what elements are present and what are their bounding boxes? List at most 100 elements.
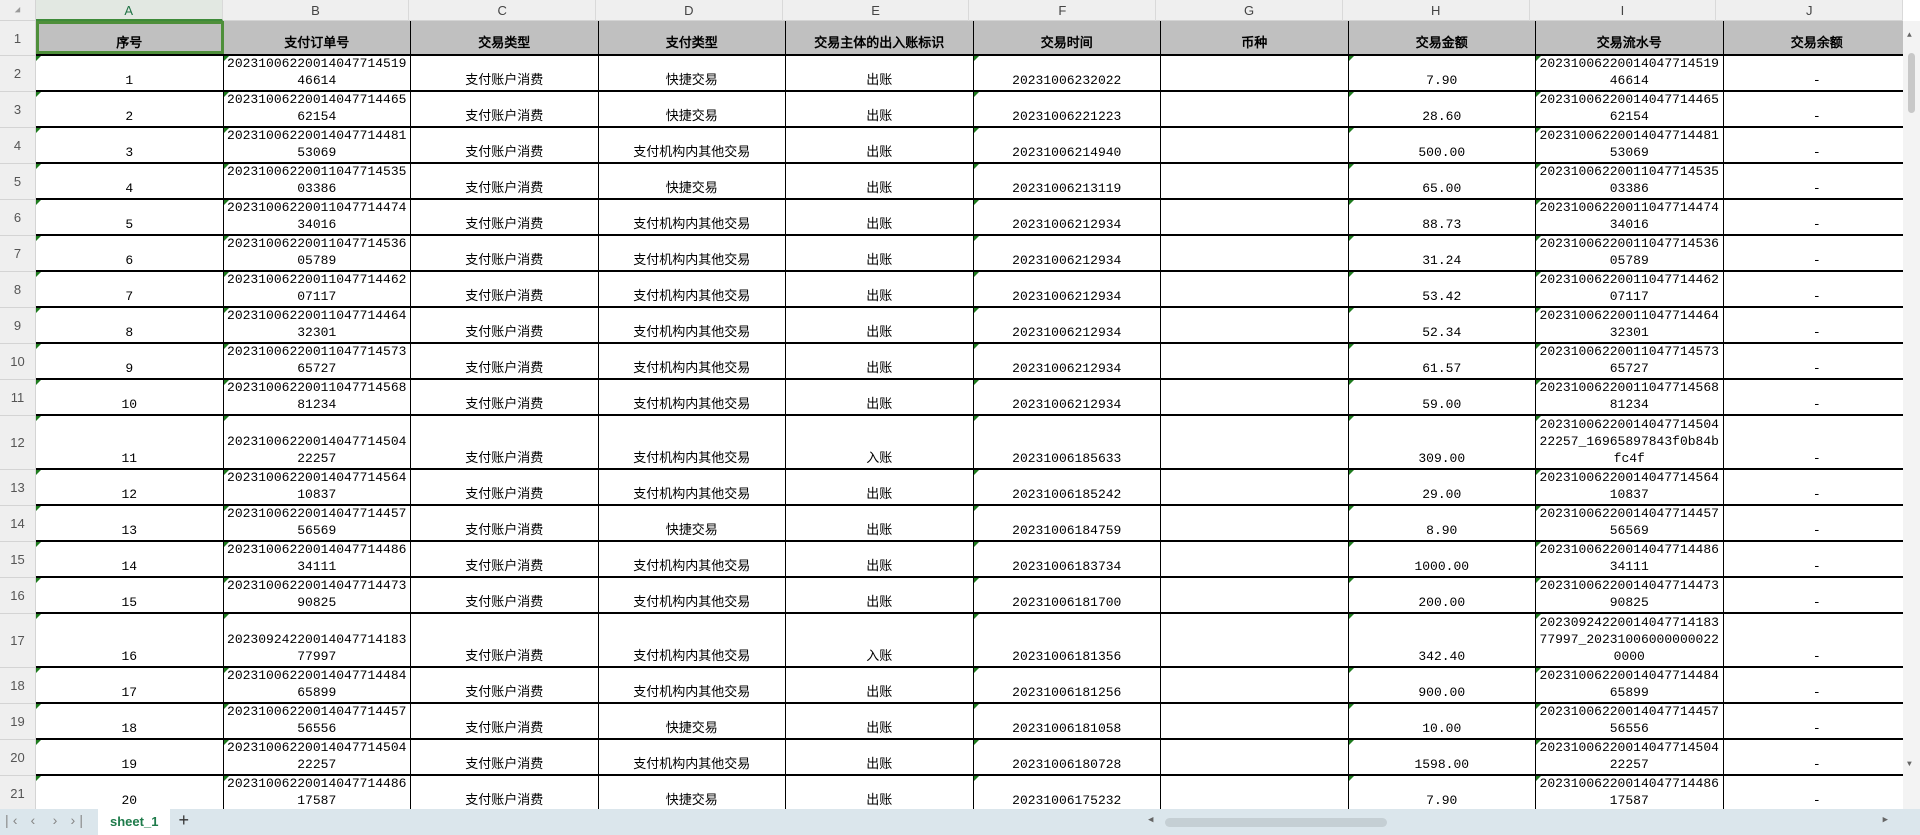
add-sheet-button[interactable]: + bbox=[178, 812, 190, 832]
cell-E[interactable]: 出账 bbox=[786, 704, 974, 738]
cell-G[interactable] bbox=[1161, 308, 1349, 342]
cell-G[interactable] bbox=[1161, 128, 1349, 162]
cell-C[interactable]: 支付账户消费 bbox=[411, 506, 599, 540]
cell-G[interactable] bbox=[1161, 236, 1349, 270]
cell-H[interactable]: 342.40 bbox=[1348, 614, 1536, 666]
cell-C[interactable]: 支付账户消费 bbox=[411, 344, 599, 378]
cell-E[interactable]: 出账 bbox=[786, 776, 974, 809]
row-header[interactable]: 7 bbox=[0, 236, 36, 272]
cell-B[interactable]: 2023100622001104771446432301 bbox=[223, 308, 411, 342]
cell-D[interactable]: 支付机构内其他交易 bbox=[599, 416, 786, 468]
cell-F[interactable]: 20231006181256 bbox=[973, 668, 1161, 702]
cell-B[interactable]: 2023100622001104771456881234 bbox=[223, 380, 411, 414]
cell-G[interactable] bbox=[1161, 92, 1349, 126]
first-sheet-icon[interactable]: |‹ bbox=[2, 814, 20, 830]
row-header[interactable]: 5 bbox=[0, 164, 36, 200]
cell-B[interactable]: 2023100622001104771453503386 bbox=[223, 164, 411, 198]
cell-J[interactable]: - bbox=[1724, 470, 1904, 504]
cell-C[interactable]: 支付账户消费 bbox=[411, 236, 599, 270]
cell-B[interactable]: 2023100622001104771447434016 bbox=[223, 200, 411, 234]
cell-C[interactable]: 支付账户消费 bbox=[411, 272, 599, 306]
select-all-corner[interactable]: ◢ bbox=[0, 0, 36, 21]
cell-G[interactable] bbox=[1161, 776, 1349, 809]
header-cell[interactable]: 交易时间 bbox=[973, 21, 1161, 54]
cell-A[interactable]: 12 bbox=[36, 470, 224, 504]
cell-I[interactable]: 2023100622001104771446207117 bbox=[1536, 272, 1724, 306]
cell-A[interactable]: 13 bbox=[36, 506, 224, 540]
cell-D[interactable]: 支付机构内其他交易 bbox=[599, 344, 786, 378]
cell-B[interactable]: 2023100622001404771448634111 bbox=[223, 542, 411, 576]
cell-B[interactable]: 2023100622001404771448617587 bbox=[223, 776, 411, 809]
cell-J[interactable]: - bbox=[1724, 776, 1904, 809]
cell-F[interactable]: 20231006221223 bbox=[973, 92, 1161, 126]
header-cell[interactable]: 交易金额 bbox=[1348, 21, 1536, 54]
cell-E[interactable]: 出账 bbox=[786, 344, 974, 378]
cell-A[interactable]: 20 bbox=[36, 776, 224, 809]
cell-J[interactable]: - bbox=[1724, 92, 1904, 126]
cell-I[interactable]: 2023100622001404771447390825 bbox=[1536, 578, 1724, 612]
cell-H[interactable]: 200.00 bbox=[1348, 578, 1536, 612]
cell-G[interactable] bbox=[1161, 668, 1349, 702]
cell-G[interactable] bbox=[1161, 470, 1349, 504]
prev-sheet-icon[interactable]: ‹ bbox=[28, 814, 38, 830]
sheet-tab[interactable]: sheet_1 bbox=[98, 809, 171, 835]
cell-J[interactable]: - bbox=[1724, 704, 1904, 738]
row-header[interactable]: 15 bbox=[0, 542, 36, 578]
cell-C[interactable]: 支付账户消费 bbox=[411, 668, 599, 702]
cell-D[interactable]: 快捷交易 bbox=[599, 56, 786, 90]
cell-I[interactable]: 2023100622001104771453503386 bbox=[1536, 164, 1724, 198]
column-header-B[interactable]: B bbox=[223, 0, 410, 21]
row-header[interactable]: 18 bbox=[0, 668, 36, 704]
cell-G[interactable] bbox=[1161, 56, 1349, 90]
cell-D[interactable]: 支付机构内其他交易 bbox=[599, 308, 786, 342]
cell-F[interactable]: 20231006212934 bbox=[973, 380, 1161, 414]
cell-C[interactable]: 支付账户消费 bbox=[411, 56, 599, 90]
cell-C[interactable]: 支付账户消费 bbox=[411, 542, 599, 576]
cell-C[interactable]: 支付账户消费 bbox=[411, 704, 599, 738]
cell-J[interactable]: - bbox=[1724, 272, 1904, 306]
cell-F[interactable]: 20231006185633 bbox=[973, 416, 1161, 468]
scroll-down-icon[interactable]: ▼ bbox=[1907, 760, 1912, 769]
cell-F[interactable]: 20231006181356 bbox=[973, 614, 1161, 666]
cell-J[interactable]: - bbox=[1724, 56, 1904, 90]
cell-D[interactable]: 快捷交易 bbox=[599, 704, 786, 738]
cell-D[interactable]: 支付机构内其他交易 bbox=[599, 200, 786, 234]
cell-F[interactable]: 20231006181700 bbox=[973, 578, 1161, 612]
cell-H[interactable]: 1598.00 bbox=[1348, 740, 1536, 774]
cell-B[interactable]: 2023100622001404771448465899 bbox=[223, 668, 411, 702]
scroll-right-icon[interactable]: ▶ bbox=[1882, 815, 1888, 825]
cell-I[interactable]: 2023100622001404771451946614 bbox=[1536, 56, 1724, 90]
cell-E[interactable]: 出账 bbox=[786, 56, 974, 90]
vertical-scroll-thumb[interactable] bbox=[1908, 53, 1915, 113]
cell-G[interactable] bbox=[1161, 380, 1349, 414]
cell-C[interactable]: 支付账户消费 bbox=[411, 776, 599, 809]
cell-H[interactable]: 61.57 bbox=[1348, 344, 1536, 378]
cell-B[interactable]: 2023100622001404771451946614 bbox=[223, 56, 411, 90]
cell-J[interactable]: - bbox=[1724, 128, 1904, 162]
cell-F[interactable]: 20231006184759 bbox=[973, 506, 1161, 540]
cell-I[interactable]: 2023100622001404771448153069 bbox=[1536, 128, 1724, 162]
cell-I[interactable]: 2023100622001404771445756569 bbox=[1536, 506, 1724, 540]
row-header[interactable]: 20 bbox=[0, 740, 36, 776]
row-header[interactable]: 12 bbox=[0, 416, 36, 470]
cell-D[interactable]: 支付机构内其他交易 bbox=[599, 578, 786, 612]
cell-J[interactable]: - bbox=[1724, 614, 1904, 666]
cell-C[interactable]: 支付账户消费 bbox=[411, 92, 599, 126]
cell-F[interactable]: 20231006212934 bbox=[973, 272, 1161, 306]
cell-A[interactable]: 11 bbox=[36, 416, 224, 468]
column-header-E[interactable]: E bbox=[783, 0, 970, 21]
cell-H[interactable]: 88.73 bbox=[1348, 200, 1536, 234]
cell-J[interactable]: - bbox=[1724, 380, 1904, 414]
cell-B[interactable]: 2023100622001404771446562154 bbox=[223, 92, 411, 126]
next-sheet-icon[interactable]: › bbox=[50, 814, 60, 830]
cell-E[interactable]: 出账 bbox=[786, 740, 974, 774]
column-header-I[interactable]: I bbox=[1530, 0, 1717, 21]
cell-A[interactable]: 19 bbox=[36, 740, 224, 774]
cell-G[interactable] bbox=[1161, 542, 1349, 576]
cell-D[interactable]: 快捷交易 bbox=[599, 92, 786, 126]
header-cell[interactable]: 序号 bbox=[36, 21, 224, 54]
cell-E[interactable]: 出账 bbox=[786, 308, 974, 342]
cell-J[interactable]: - bbox=[1724, 308, 1904, 342]
row-header[interactable]: 3 bbox=[0, 92, 36, 128]
cell-I[interactable]: 2023100622001104771446432301 bbox=[1536, 308, 1724, 342]
